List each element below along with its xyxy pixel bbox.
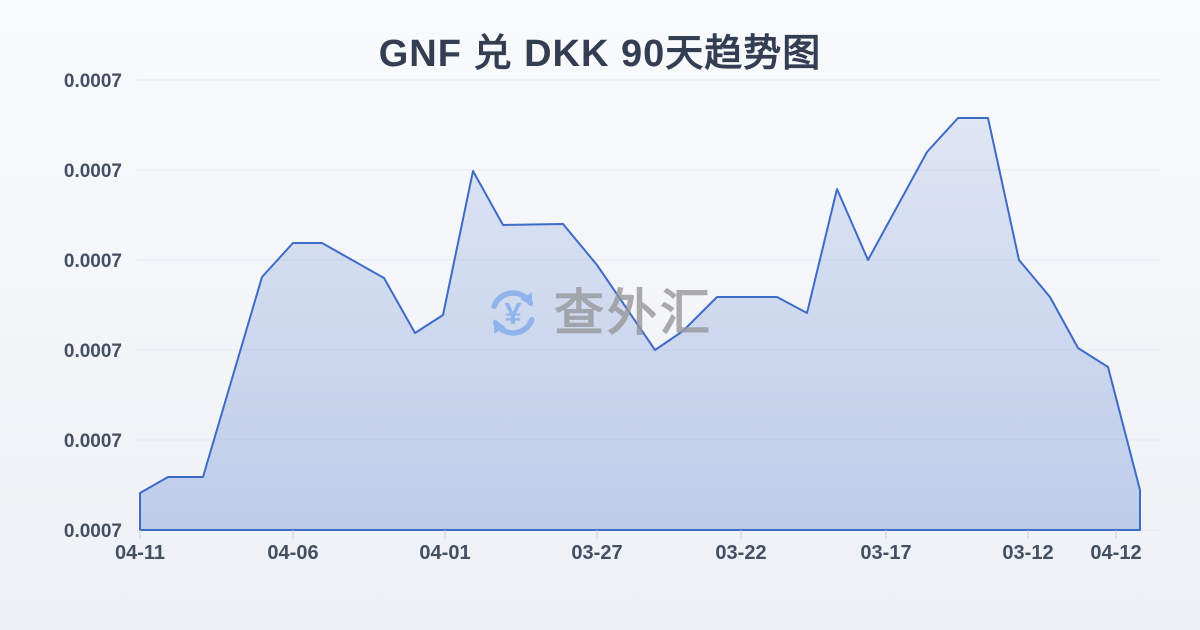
x-axis-label: 04-01	[419, 542, 470, 564]
page-title: GNF 兑 DKK 90天趋势图	[378, 33, 822, 75]
x-axis-label: 04-06	[267, 542, 318, 564]
y-axis-label: 0.0007	[64, 431, 122, 452]
y-axis-label: 0.0007	[64, 71, 122, 92]
x-axis-label: 03-27	[571, 542, 622, 564]
x-axis-label: 03-17	[860, 542, 911, 564]
y-axis-label: 0.0007	[64, 251, 122, 272]
area-series	[139, 117, 1141, 531]
y-axis-label: 0.0007	[64, 521, 122, 542]
x-axis-label: 04-11	[115, 542, 165, 564]
x-axis-label: 03-12	[1002, 542, 1053, 564]
x-axis-label: 03-22	[715, 542, 766, 564]
axis-labels: 0.00070.00070.00070.00070.00070.000704-1…	[64, 71, 1142, 564]
x-axis-label: 04-12	[1090, 542, 1141, 564]
y-axis-label: 0.0007	[64, 341, 122, 362]
y-axis-label: 0.0007	[64, 161, 122, 182]
price-area-series	[139, 117, 1141, 531]
